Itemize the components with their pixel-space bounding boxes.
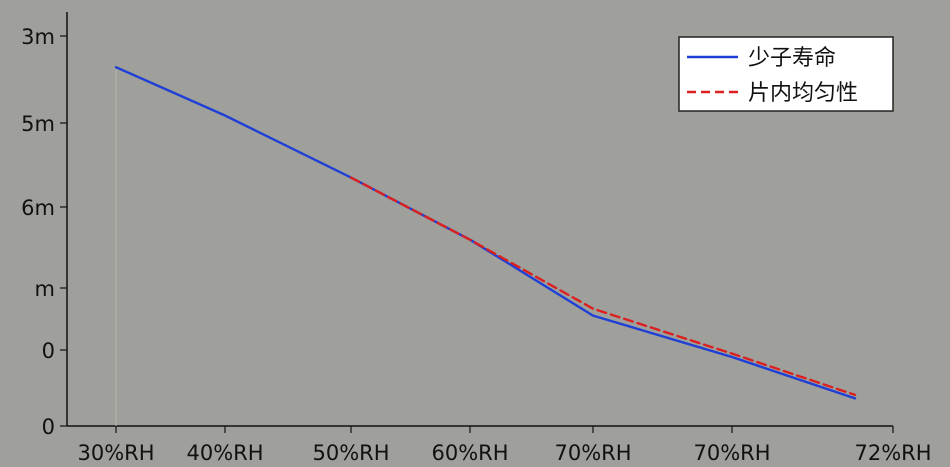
series-lines bbox=[114, 66, 857, 400]
x-tick-label: 60%RH bbox=[431, 441, 508, 465]
y-tick-label: 0 bbox=[42, 339, 55, 363]
legend-label-lifetime: 少子寿命 bbox=[748, 46, 836, 71]
axes bbox=[66, 12, 893, 427]
x-tick-label: 70%RH bbox=[693, 441, 770, 465]
x-tick-label: 72%RH bbox=[854, 441, 931, 465]
x-tick-label: 50%RH bbox=[312, 441, 389, 465]
legend-box bbox=[678, 36, 894, 112]
legend-label-uniformity: 片内均匀性 bbox=[748, 81, 858, 106]
series-line-lifetime bbox=[114, 66, 857, 400]
y-axis-ticks: 3m 5m 6m m 0 0 bbox=[21, 25, 67, 439]
x-tick-label: 30%RH bbox=[77, 441, 154, 465]
y-tick-label: 0 bbox=[42, 415, 55, 439]
x-axis-ticks: 30%RH 40%RH 50%RH 60%RH 70%RH 70%RH 72%RH bbox=[77, 426, 932, 465]
y-tick-label: 5m bbox=[21, 112, 55, 136]
legend: 少子寿命 片内均匀性 bbox=[678, 36, 894, 112]
x-tick-label: 70%RH bbox=[554, 441, 631, 465]
y-tick-label: m bbox=[35, 277, 55, 301]
series-line-uniformity bbox=[349, 176, 857, 397]
x-tick-label: 40%RH bbox=[186, 441, 263, 465]
y-tick-label: 3m bbox=[21, 25, 55, 49]
y-tick-label: 6m bbox=[21, 196, 55, 220]
